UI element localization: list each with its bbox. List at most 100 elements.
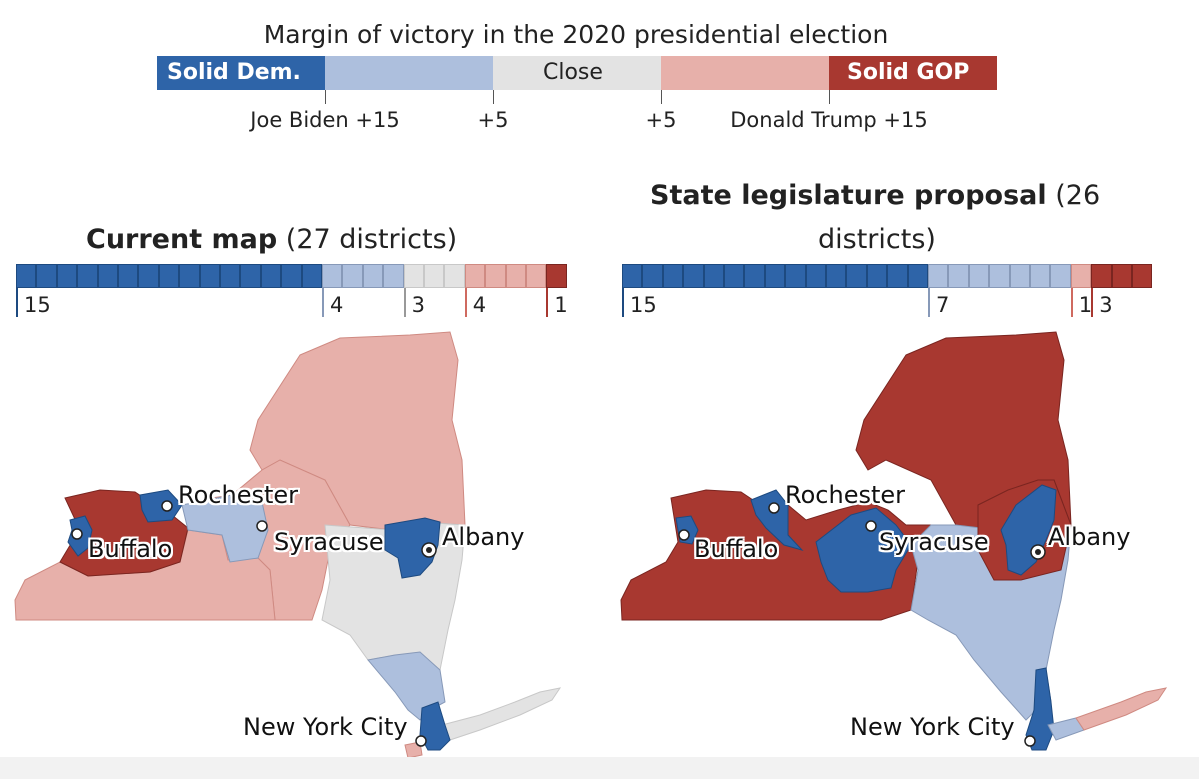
district-cell-lean-dem — [948, 264, 969, 288]
district-cell-solid-dem — [36, 264, 57, 288]
syracuse-marker — [256, 520, 268, 532]
legend-tick-label-gop-5: +5 — [645, 108, 677, 132]
legend-tick-label-dem-5: +5 — [477, 108, 509, 132]
legend-tick-label-biden: Joe Biden +15 — [250, 108, 400, 132]
district-syracuse — [181, 494, 269, 563]
district-count-solid-gop: 1 — [546, 288, 568, 317]
district-cell-solid-gop — [1132, 264, 1153, 288]
district-cell-lean-dem — [1050, 264, 1071, 288]
left-city-label-syracuse: Syracuse — [274, 528, 384, 556]
legend-tick — [661, 90, 662, 104]
rochester-marker — [161, 500, 173, 512]
left-city-label-nyc: New York City — [243, 713, 408, 741]
district-cell-solid-dem — [56, 264, 78, 288]
district-count-close: 3 — [403, 288, 425, 317]
district-cell-close — [403, 264, 424, 288]
district-cell-lean-dem — [1009, 264, 1030, 288]
current-map-title-rest: (27 districts) — [277, 224, 458, 255]
district-cell-close — [444, 264, 465, 288]
district-cell-solid-dem — [846, 264, 867, 288]
district-cell-solid-dem — [724, 264, 745, 288]
district-cell-solid-dem — [158, 264, 180, 288]
district-count-lean-gop: 4 — [464, 288, 486, 317]
district-cell-solid-dem — [179, 264, 200, 288]
right-city-label-buffalo: Buffalo — [694, 535, 779, 563]
district-cell-lean-dem — [342, 264, 363, 288]
district-cell-solid-dem — [703, 264, 724, 288]
proposal-map-title-line2: districts) — [818, 224, 936, 255]
district-count-lean-gop: 1 — [1070, 288, 1092, 317]
right-city-label-syracuse: Syracuse — [879, 528, 989, 556]
rochester-marker — [768, 502, 780, 514]
footer-bar — [0, 757, 1199, 779]
nyc-marker — [1024, 735, 1036, 747]
district-cell-solid-dem — [764, 264, 786, 288]
albany-marker-dot — [426, 547, 432, 553]
color-legend: Solid Dem. Close Solid GOP — [157, 56, 997, 90]
district-cell-solid-dem — [785, 264, 806, 288]
district-long-island — [441, 687, 562, 741]
district-albany — [384, 517, 441, 579]
proposal-map-title-bold: State legislature proposal — [650, 180, 1047, 211]
district-cell-lean-gop — [1070, 264, 1092, 288]
buffalo-marker — [678, 529, 690, 541]
district-cell-solid-dem — [622, 264, 643, 288]
district-cell-close — [424, 264, 445, 288]
district-cell-solid-dem — [118, 264, 139, 288]
district-syracuse — [815, 507, 912, 593]
district-cell-lean-dem — [928, 264, 949, 288]
district-count-lean-dem: 4 — [322, 288, 343, 317]
left-city-label-albany: Albany — [442, 523, 525, 551]
proposal-map-title-rest: (26 — [1046, 180, 1101, 211]
district-cell-solid-dem — [281, 264, 302, 288]
proposal-district-map — [620, 331, 1168, 751]
legend-close-label: Close — [543, 60, 603, 85]
district-cell-lean-gop — [485, 264, 506, 288]
legend-tick — [829, 90, 830, 104]
district-count-solid-gop: 3 — [1091, 288, 1113, 317]
albany-marker-dot — [1035, 549, 1041, 555]
district-cell-lean-gop — [505, 264, 526, 288]
district-count-lean-dem: 7 — [928, 288, 949, 317]
district-cell-solid-dem — [826, 264, 847, 288]
district-long-island-gop — [1075, 687, 1168, 731]
district-count-solid-dem: 15 — [16, 288, 51, 317]
district-cell-lean-dem — [322, 264, 343, 288]
syracuse-marker — [865, 520, 877, 532]
district-cell-solid-dem — [866, 264, 888, 288]
legend-lean-dem — [325, 56, 493, 90]
district-albany — [1000, 484, 1057, 576]
district-cell-solid-dem — [240, 264, 261, 288]
chart-title: Margin of victory in the 2020 presidenti… — [263, 20, 889, 49]
current-district-map — [14, 331, 562, 759]
legend-tick-label-trump: Donald Trump +15 — [730, 108, 928, 132]
right-city-label-albany: Albany — [1048, 523, 1131, 551]
current-map-title-bold: Current map — [86, 224, 278, 255]
district-cell-solid-dem — [138, 264, 159, 288]
district-cell-solid-dem — [16, 264, 37, 288]
legend-solid-dem — [157, 56, 325, 90]
current-map-district-bar: 15 4 3 4 1 — [16, 264, 572, 324]
district-cell-lean-gop — [464, 264, 486, 288]
district-cell-solid-gop — [1091, 264, 1112, 288]
district-cell-solid-dem — [260, 264, 282, 288]
district-cell-solid-dem — [662, 264, 684, 288]
district-cell-lean-gop — [526, 264, 547, 288]
district-rochester — [750, 489, 804, 551]
buffalo-marker — [71, 528, 83, 540]
district-cell-solid-dem — [220, 264, 241, 288]
left-city-label-buffalo: Buffalo — [88, 535, 173, 563]
right-city-label-nyc: New York City — [850, 713, 1015, 741]
district-cell-lean-dem — [362, 264, 384, 288]
district-cell-solid-dem — [301, 264, 322, 288]
district-cell-solid-dem — [199, 264, 220, 288]
legend-close — [493, 56, 661, 90]
legend-tick — [493, 90, 494, 104]
district-cell-lean-dem — [383, 264, 404, 288]
district-cell-solid-dem — [907, 264, 928, 288]
district-cell-solid-dem — [683, 264, 704, 288]
legend-solid-dem-label: Solid Dem. — [167, 60, 301, 85]
district-cell-solid-dem — [887, 264, 908, 288]
district-cell-solid-dem — [97, 264, 118, 288]
district-cell-lean-dem — [968, 264, 990, 288]
